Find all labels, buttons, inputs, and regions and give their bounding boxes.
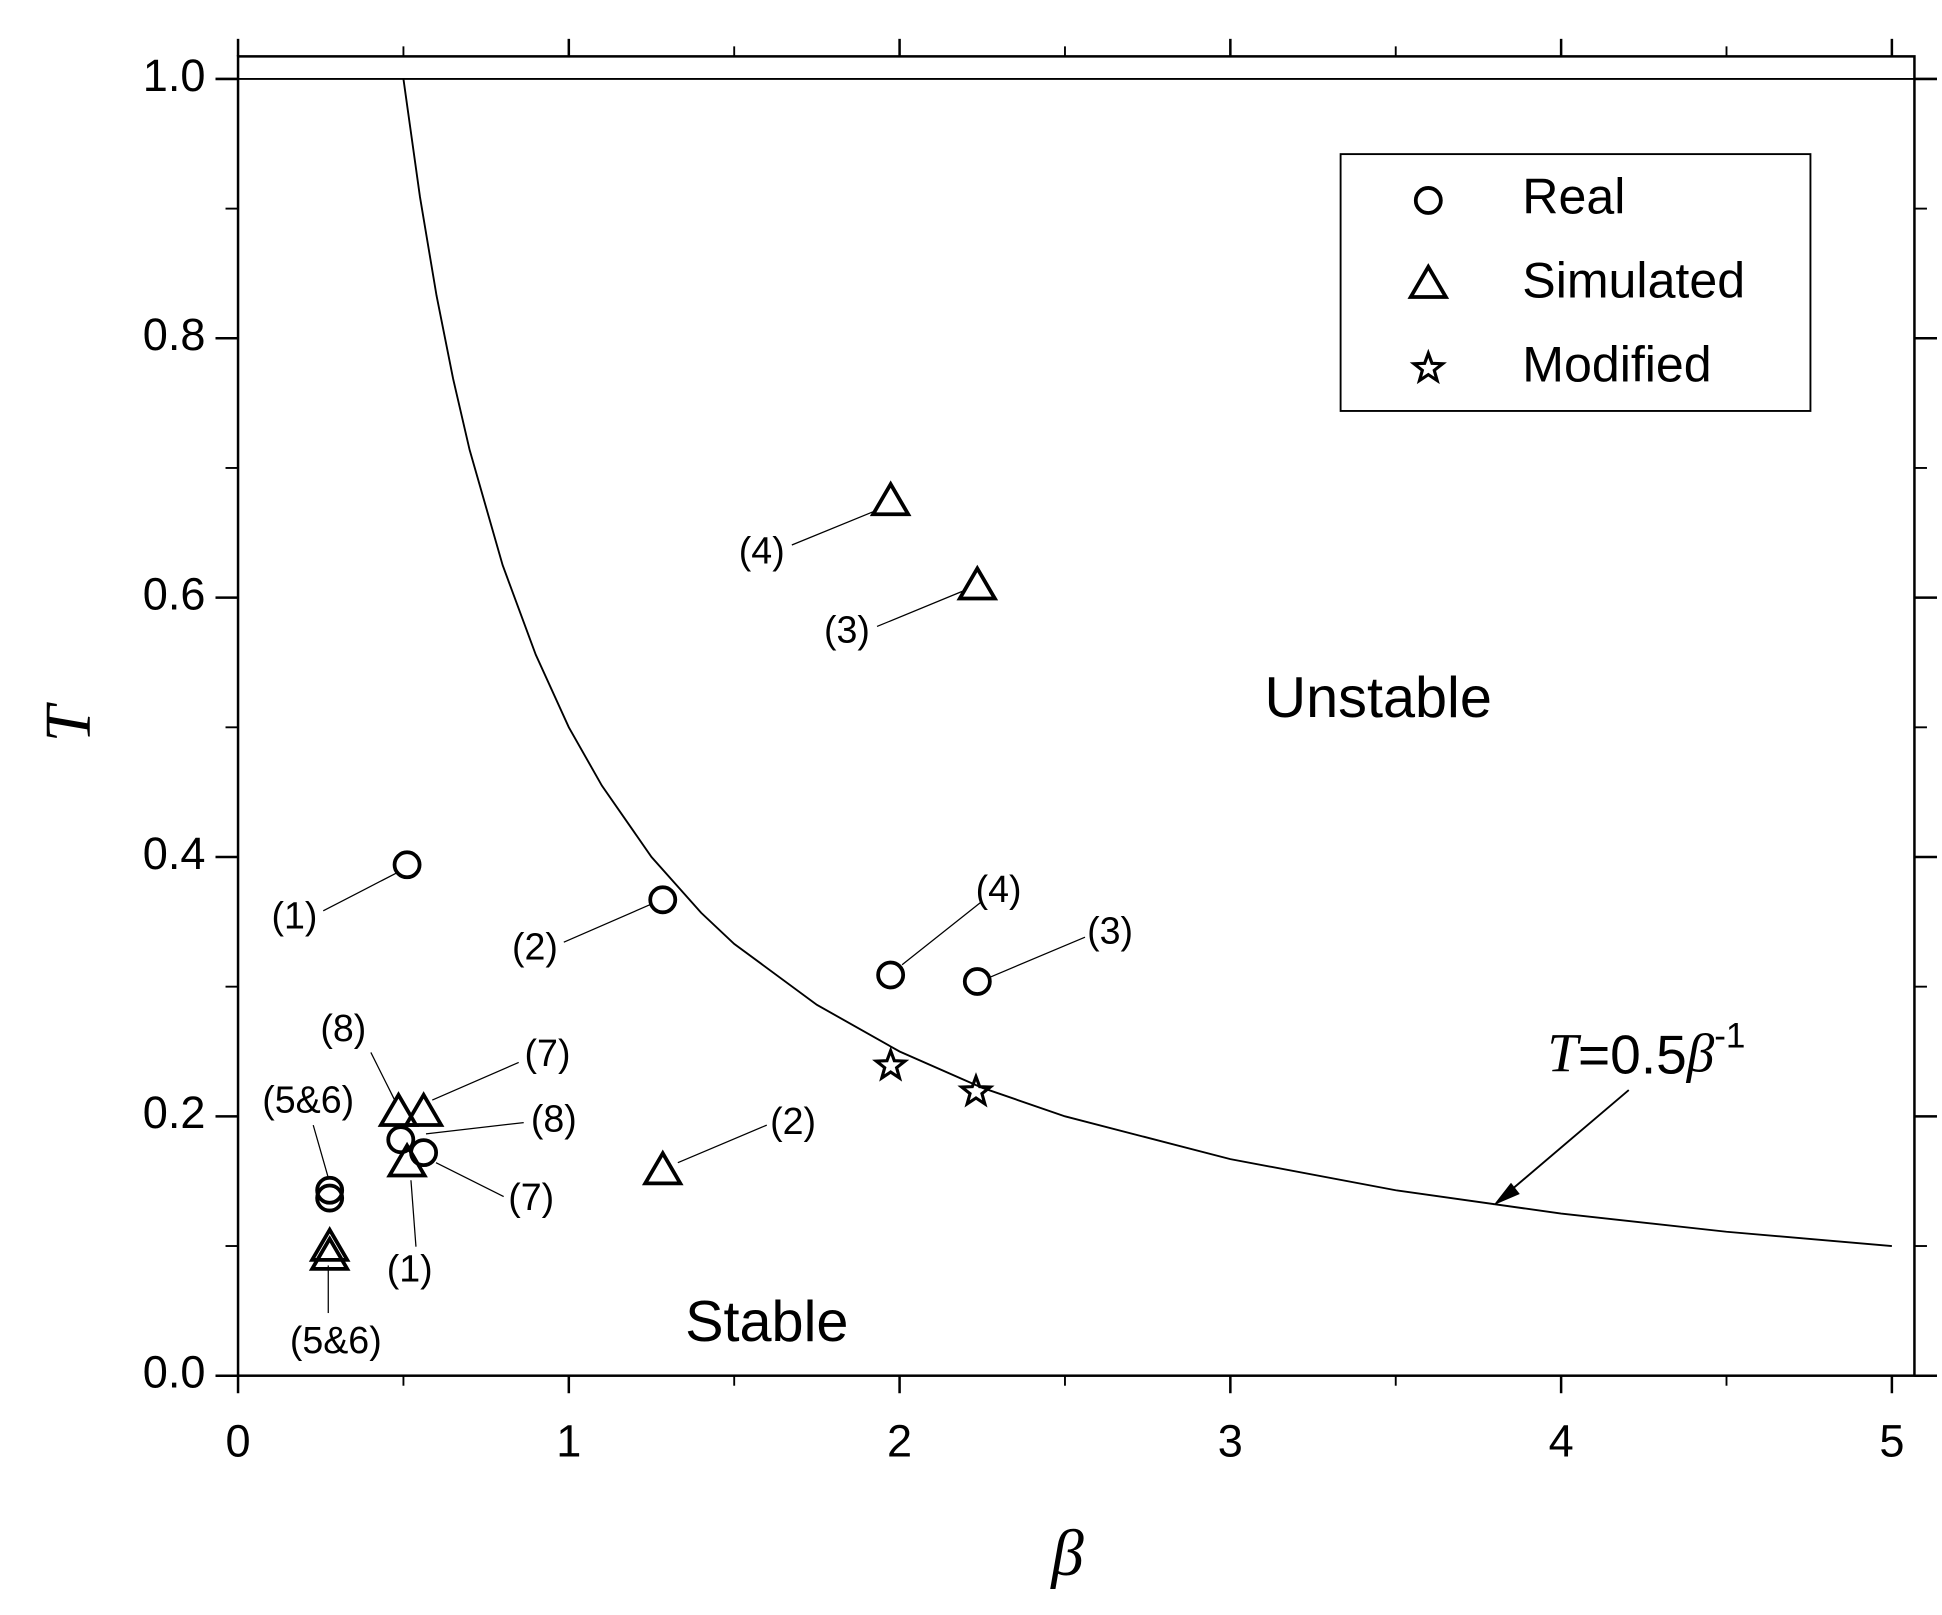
x-tick-label: 3	[1218, 1416, 1243, 1467]
y-tick-label: 0.4	[143, 828, 206, 879]
region-label: Unstable	[1264, 666, 1491, 730]
x-tick-label: 0	[226, 1416, 251, 1467]
plot-frame	[236, 55, 1916, 1377]
point-label: (8)	[320, 1007, 366, 1049]
annotation-arrow	[1502, 1089, 1630, 1198]
point-label: (5&6)	[290, 1319, 382, 1361]
legend-label: Real	[1522, 169, 1625, 225]
curve-label-part: T	[1547, 1022, 1581, 1083]
curve	[402, 78, 1892, 1247]
x-tick-label: 5	[1879, 1416, 1904, 1467]
point	[648, 885, 678, 915]
arrow-head	[1493, 1182, 1520, 1206]
point	[308, 1235, 351, 1271]
point	[876, 960, 906, 990]
leader-line	[410, 1180, 417, 1247]
legend-marker	[1413, 186, 1443, 215]
leader-line	[370, 1052, 397, 1103]
leader-line	[989, 936, 1086, 978]
legend-marker	[1409, 348, 1447, 385]
curve-label-part: -1	[1714, 1017, 1745, 1056]
point	[315, 1175, 345, 1205]
leader-line	[425, 1121, 524, 1135]
curve-label-part: β	[1686, 1022, 1715, 1083]
point	[869, 480, 912, 517]
x-tick-label: 4	[1549, 1416, 1574, 1467]
point-label: (7)	[508, 1176, 554, 1218]
point-label: (4)	[976, 868, 1022, 910]
x-tick-label: 1	[556, 1416, 581, 1467]
y-axis-label: T	[33, 701, 105, 742]
point	[386, 1125, 416, 1155]
y-tick-label: 0.2	[143, 1087, 206, 1138]
legend-label: Simulated	[1522, 253, 1745, 309]
point-label: (1)	[271, 894, 317, 936]
leader-line	[563, 904, 651, 943]
point	[392, 850, 422, 880]
leader-line	[432, 1061, 519, 1101]
y-tick-label: 0.6	[143, 569, 206, 620]
point	[308, 1226, 351, 1262]
point	[386, 1141, 428, 1178]
region-label: Stable	[685, 1290, 848, 1354]
leader-line	[791, 510, 875, 546]
point-label: (1)	[387, 1248, 433, 1290]
legend-marker	[1407, 263, 1450, 299]
point	[641, 1149, 684, 1186]
leader-line	[322, 872, 397, 912]
point-label: (3)	[824, 609, 870, 651]
leader-line	[312, 1124, 329, 1178]
point	[315, 1183, 345, 1213]
y-tick-label: 0.0	[143, 1347, 206, 1398]
curve-label-part: =0.5	[1578, 1023, 1687, 1085]
point	[377, 1091, 420, 1127]
point	[956, 564, 999, 601]
y-tick-label: 0.8	[143, 309, 206, 360]
point-label: (2)	[512, 926, 558, 968]
leader-line	[435, 1162, 504, 1198]
leader-line	[876, 590, 963, 628]
point-label: (5&6)	[262, 1078, 354, 1120]
point-label: (8)	[531, 1097, 577, 1139]
point-label: (7)	[525, 1032, 571, 1074]
point	[962, 967, 992, 996]
y-tick-label: 1.0	[143, 50, 206, 101]
legend-label: Modified	[1522, 337, 1711, 393]
point-label: (3)	[1087, 909, 1133, 951]
x-tick-label: 2	[887, 1416, 912, 1467]
x-axis-label: β	[1049, 1518, 1084, 1590]
point-label: (2)	[770, 1100, 816, 1142]
curve-label: T=0.5β-1	[1547, 1017, 1745, 1085]
point	[872, 1046, 910, 1082]
point	[402, 1091, 445, 1127]
point	[957, 1072, 995, 1108]
leader-line	[677, 1124, 768, 1164]
leader-line	[901, 901, 982, 966]
point-label: (4)	[739, 530, 785, 572]
